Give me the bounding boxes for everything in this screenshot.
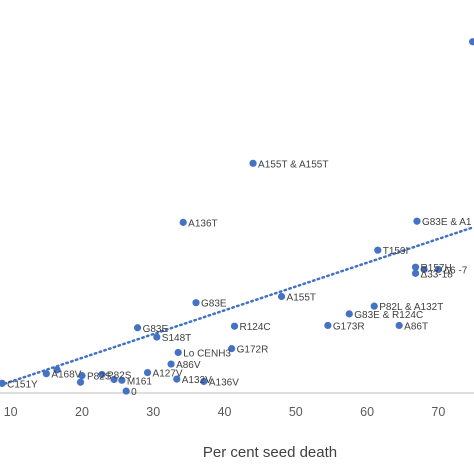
- point-label: 0: [131, 387, 137, 398]
- point-label: Δ6 -7: [443, 265, 467, 276]
- point-label: A127V: [153, 369, 183, 380]
- point-label: T159I: [383, 246, 409, 257]
- point-label: A155T & A155T: [258, 159, 328, 170]
- point-label: R157H: [421, 263, 452, 274]
- point-label: G83E & R124C: [354, 310, 423, 321]
- trend-line: [0, 225, 474, 387]
- point-label: Lo CENH3: [183, 348, 231, 359]
- point-label: M161: [127, 376, 152, 387]
- data-point: [78, 372, 86, 380]
- data-point: [230, 322, 239, 330]
- x-tick-label: 60: [360, 405, 374, 419]
- point-label: G172R: [237, 345, 269, 356]
- data-point: [76, 378, 85, 386]
- point-label: G83E: [201, 299, 227, 310]
- x-tick-label: 30: [146, 405, 160, 419]
- data-point: [133, 324, 142, 332]
- data-point: [179, 218, 187, 226]
- data-point: [411, 269, 420, 277]
- data-point: [370, 302, 378, 310]
- point-label: A132V: [182, 375, 212, 386]
- data-point: [374, 246, 382, 254]
- data-point: [345, 310, 353, 318]
- point-label: Δ33-18: [421, 269, 454, 280]
- point-label: S148T: [162, 333, 191, 344]
- point-label: P82S: [107, 370, 132, 381]
- point-label: A136V: [209, 377, 239, 388]
- data-point: [122, 387, 130, 395]
- point-label: A168V: [51, 370, 81, 381]
- data-point: [118, 376, 126, 384]
- data-point: [53, 366, 61, 374]
- x-tick-label: 10: [4, 405, 18, 419]
- data-point: [324, 321, 332, 330]
- point-label: A86T: [404, 321, 428, 332]
- data-point: [200, 377, 208, 386]
- point-label: A155T: [287, 293, 316, 304]
- data-point: [153, 333, 161, 341]
- x-tick-label: 50: [289, 405, 303, 419]
- data-point: [110, 375, 118, 384]
- data-point: [42, 370, 50, 378]
- data-point: [173, 375, 181, 383]
- x-tick-label: 20: [75, 405, 89, 419]
- data-point: [434, 265, 442, 274]
- point-label: P82S: [87, 372, 112, 383]
- data-point: [420, 265, 428, 274]
- x-tick-label: 70: [431, 405, 445, 419]
- x-tick-label: 40: [218, 405, 232, 419]
- data-point: [0, 379, 6, 387]
- data-point: [98, 370, 106, 379]
- point-label: G83E: [143, 324, 169, 335]
- point-label: P82L & A132T: [379, 302, 443, 313]
- data-point: [167, 360, 175, 368]
- data-point: [228, 345, 236, 353]
- point-label: C151Y: [7, 379, 38, 390]
- data-point: [143, 368, 152, 377]
- data-point: [395, 321, 403, 330]
- point-label: R124C: [240, 322, 271, 333]
- point-label: A136T: [188, 218, 217, 229]
- data-point: [411, 263, 420, 271]
- point-label: G83E & A1: [422, 217, 472, 228]
- data-point: [277, 292, 286, 301]
- data-point: [249, 159, 257, 167]
- x-axis-title: Per cent seed death: [203, 444, 337, 461]
- data-point: [192, 299, 200, 307]
- data-point: [468, 38, 474, 46]
- data-point: [413, 217, 421, 225]
- data-point: [174, 348, 182, 357]
- point-label: A86V: [176, 360, 201, 371]
- point-label: G173R: [333, 321, 365, 332]
